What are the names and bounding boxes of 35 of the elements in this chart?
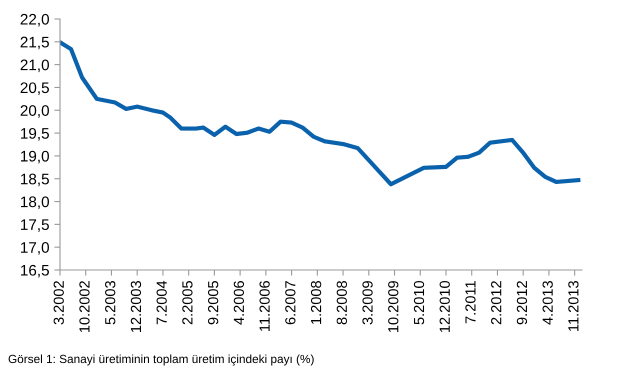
y-tick-label: 20,5 [20, 82, 49, 95]
x-tick-label: 10.2002 [79, 281, 90, 332]
y-tick-label: 20,0 [20, 105, 49, 118]
y-tick-label: 17,0 [21, 242, 49, 255]
x-tick-label: 2.2005 [182, 281, 193, 324]
y-tick-label: 16,5 [21, 264, 49, 278]
x-tick-label: 4.2006 [234, 281, 244, 325]
y-tick-label: 17,5 [21, 219, 49, 232]
x-tick-label: 12.2010 [440, 280, 450, 332]
x-tick-label: 4.2013 [542, 281, 553, 325]
y-tick-label: 22,0 [20, 14, 49, 26]
y-tick-label: 18,0 [21, 196, 49, 210]
x-tick-label: 6.2007 [285, 281, 296, 324]
x-tick-label: 9.2005 [208, 281, 218, 324]
x-tick-label: 1.2008 [310, 281, 322, 324]
x-tick-label: 5.2010 [414, 280, 424, 324]
x-tick-label: 11.2013 [568, 281, 579, 331]
x-tick-label: 12.2003 [130, 281, 142, 332]
x-tick-label: 10.2009 [388, 281, 398, 332]
y-tick-label: 18,5 [21, 174, 49, 186]
line-series [60, 40, 580, 186]
x-tick-label: 11.2006 [259, 281, 270, 331]
x-tick-label: 5.2003 [105, 281, 116, 324]
x-tick-label: 9.2012 [516, 281, 528, 324]
x-tick-label: 3.2002 [54, 281, 64, 324]
x-tick-label: 8.2008 [336, 281, 347, 324]
y-tick-label: 21,0 [20, 60, 49, 72]
x-tick-label: 7.2011 [465, 281, 476, 324]
x-tick-label: 7.2004 [156, 280, 167, 324]
y-tick-label: 19,0 [21, 150, 49, 164]
x-tick-label: 3.2009 [362, 281, 373, 324]
y-tick-label: 19,5 [21, 128, 49, 141]
y-tick-label: 21,5 [20, 36, 49, 50]
x-tick-label: 2.2012 [491, 281, 502, 324]
text: Görsel 1: Sanayi üretiminin toplam üretim içindeki payı (%) [8, 354, 314, 366]
